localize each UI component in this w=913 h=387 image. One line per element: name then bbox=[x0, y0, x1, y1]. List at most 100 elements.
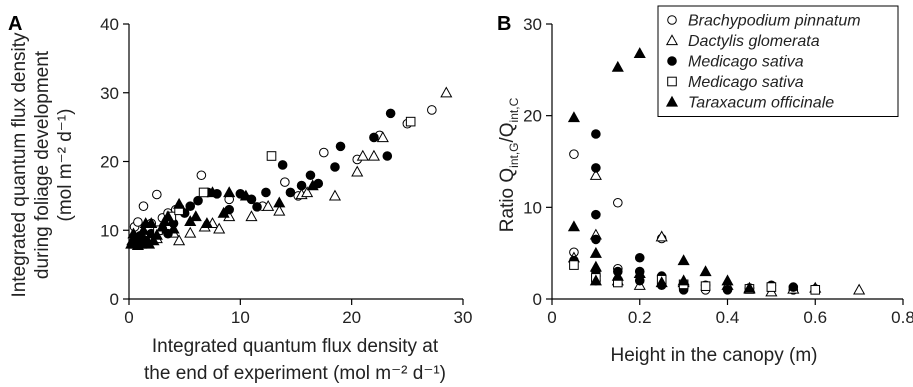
panel-b-data-point bbox=[655, 230, 668, 242]
panel-a-data-point bbox=[305, 170, 316, 181]
panel-a-data-point bbox=[137, 224, 150, 235]
panel-a-data-point bbox=[385, 108, 396, 119]
panel-b-data-point bbox=[567, 220, 580, 232]
legend-marker bbox=[665, 34, 679, 46]
panel-a-data-point bbox=[193, 195, 203, 206]
panel-a-data-point bbox=[261, 187, 271, 198]
panel-b-series-3 bbox=[569, 129, 821, 295]
panel-b-y-tick-label: 10 bbox=[523, 198, 542, 217]
legend-label: Dactylis glomerata bbox=[688, 33, 820, 50]
panel-a-x-tick-label: 30 bbox=[454, 308, 473, 327]
legend-label: Brachypodium pinnatum bbox=[688, 13, 861, 30]
panel-a-data-point bbox=[196, 170, 207, 181]
panel-a-data-point bbox=[405, 116, 416, 127]
panel-b-data-point bbox=[766, 282, 777, 292]
panel-a-data-point bbox=[135, 237, 148, 249]
panel-a-data-point bbox=[156, 220, 169, 232]
panel-b-axes: 0 0.2 0.4 0.6 0.8 0 10 20 30 bbox=[523, 15, 913, 327]
panel-a-data-point bbox=[185, 201, 196, 211]
panel-a-data-point bbox=[319, 147, 329, 158]
panel-a-x-tick-label: 0 bbox=[124, 308, 133, 327]
panel-a-data-point bbox=[335, 141, 346, 152]
panel-b-data-point bbox=[810, 285, 821, 295]
panel-a-data-point bbox=[367, 149, 380, 161]
panel-a-x-tick-label: 20 bbox=[342, 308, 361, 327]
panel-a-data-point bbox=[351, 165, 364, 177]
panel-a-series-2 bbox=[136, 86, 453, 246]
panel-a-data-point bbox=[138, 201, 149, 211]
panel-b-data-point bbox=[591, 209, 601, 220]
panel-b-data-point bbox=[677, 254, 690, 266]
panel-a-y-tick-label: 40 bbox=[100, 15, 119, 34]
panel-b-data-point bbox=[788, 282, 799, 292]
panel-a-data-point bbox=[133, 217, 143, 227]
panel-b-data-point bbox=[722, 285, 733, 295]
panel-a-series-5 bbox=[125, 179, 319, 251]
panel-b-data-point bbox=[721, 274, 734, 286]
panel-b-data-point bbox=[591, 234, 601, 245]
panel-a-data-point bbox=[301, 186, 314, 198]
panel-a-data-point bbox=[147, 234, 160, 246]
panel-a-data-point bbox=[252, 202, 262, 212]
panel-a-data-point bbox=[206, 186, 219, 198]
panel-b-data-point bbox=[569, 260, 579, 270]
panel-a-data-point bbox=[184, 226, 197, 238]
panel-a-data-point bbox=[152, 189, 162, 200]
legend-frame bbox=[657, 5, 899, 117]
panel-b-data-point bbox=[567, 111, 580, 123]
panel-a-data-point bbox=[296, 180, 307, 191]
panel-b-data-point bbox=[591, 129, 601, 139]
legend-marker bbox=[667, 56, 677, 66]
panel-b-x-tick-label: 0.4 bbox=[716, 308, 740, 327]
panel-b-data-point bbox=[633, 47, 646, 58]
legend-label: Taraxacum officinale bbox=[688, 95, 834, 112]
panel-a-data-point bbox=[273, 196, 286, 208]
panel-a-data-point bbox=[161, 210, 175, 222]
panel-b-series-2 bbox=[567, 169, 866, 297]
panel-a-data-point bbox=[369, 132, 379, 143]
panel-a-data-point bbox=[167, 222, 180, 234]
panel-b-series-1 bbox=[569, 149, 799, 295]
panel-b-x-tick-label: 0 bbox=[547, 308, 556, 327]
panel-a-data-point bbox=[273, 204, 286, 216]
panel-b-data-point bbox=[611, 60, 624, 72]
panel-a-data-point bbox=[245, 210, 258, 222]
legend-label: Medicago sativa bbox=[688, 74, 804, 91]
panel-b-data-point bbox=[655, 276, 668, 288]
panel-a-data-point bbox=[306, 179, 319, 191]
panel-a-data-point bbox=[239, 189, 252, 201]
panel-b-series-4 bbox=[569, 260, 821, 295]
panel-b: B 0 0.2 0.4 0.6 0.8 0 10 20 30 Height in the can… bbox=[497, 5, 913, 366]
panel-a-y-axis-title-line1: Integrated quantum flux density bbox=[9, 32, 30, 298]
legend-marker bbox=[665, 95, 679, 107]
panel-a-data-point bbox=[200, 217, 213, 229]
panel-b-data-point bbox=[633, 267, 646, 278]
panel-b-y-tick-label: 20 bbox=[523, 107, 542, 126]
panel-a-data-point bbox=[382, 151, 393, 161]
panel-a-data-point bbox=[127, 227, 140, 239]
panel-b-plot-area bbox=[567, 47, 866, 297]
panel-b-x-tick-label: 0.2 bbox=[628, 308, 652, 327]
panel-a-data-point bbox=[328, 189, 342, 201]
panel-a-y-axis-title-line3: (mol m⁻² d⁻¹) bbox=[55, 109, 76, 222]
panel-a-data-point bbox=[285, 187, 296, 198]
panel-a-x-axis-title-line1: Integrated quantum flux density at bbox=[152, 336, 439, 357]
panel-a-data-point bbox=[266, 151, 277, 161]
panel-b-x-tick-label: 0.8 bbox=[891, 308, 913, 327]
panel-a-data-point bbox=[277, 160, 288, 170]
panel-a-data-point bbox=[330, 162, 340, 172]
panel-a-x-axis-title-line2: the end of experiment (mol m⁻² d⁻¹) bbox=[144, 363, 446, 384]
panel-b-data-point bbox=[634, 252, 645, 263]
panel-b-data-point bbox=[589, 260, 602, 272]
panel-a-data-point bbox=[150, 228, 163, 240]
panel-b-x-tick-label: 0.6 bbox=[803, 308, 827, 327]
panel-a-y-tick-label: 0 bbox=[110, 290, 119, 309]
panel-b-data-point bbox=[677, 274, 690, 286]
panel-b-y-tick-label: 30 bbox=[523, 15, 542, 34]
panel-a-x-tick-label: 10 bbox=[231, 308, 250, 327]
panel-a-letter: A bbox=[8, 13, 22, 35]
panel-a-data-point bbox=[189, 210, 202, 222]
legend-marker bbox=[667, 76, 677, 87]
panel-a-y-tick-label: 20 bbox=[100, 153, 119, 172]
